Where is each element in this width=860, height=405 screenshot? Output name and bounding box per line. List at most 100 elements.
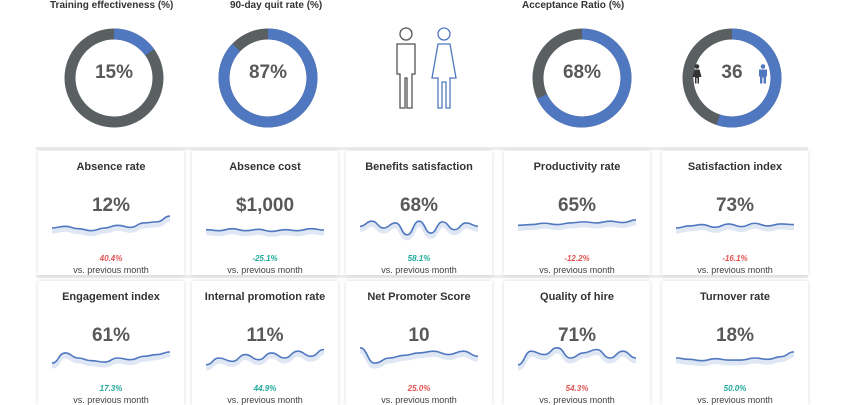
kpi-change: 25.0% <box>407 384 431 393</box>
kpi-change: 50.0% <box>723 384 747 393</box>
gauge-value: 87% <box>248 62 288 83</box>
sparkline-shadow <box>359 348 479 369</box>
kpi-value: 73% <box>715 195 755 216</box>
female-icon <box>692 64 702 84</box>
kpi-caption: vs. previous month <box>73 395 149 405</box>
kpi-title: Productivity rate <box>533 161 621 173</box>
sparkline-shadow <box>517 220 637 231</box>
kpi-caption: vs. previous month <box>539 265 615 275</box>
divider <box>36 275 808 278</box>
sparkline-path <box>675 351 795 362</box>
sparkline-path <box>51 351 171 364</box>
sparkline <box>359 347 479 369</box>
sparkline <box>517 346 637 371</box>
sparkline-shadow <box>517 348 637 371</box>
sparkline-path <box>517 346 637 366</box>
kpi-title: Absence cost <box>229 161 301 173</box>
kpi-change: -16.1% <box>722 254 748 263</box>
male-icon <box>759 64 767 84</box>
kpi-value: 10 <box>408 325 430 346</box>
kpi-change: 58.1% <box>407 254 431 263</box>
kpi-value: 11% <box>246 325 284 346</box>
gauge-value-arc <box>64 28 164 128</box>
kpi-caption: vs. previous month <box>539 395 615 405</box>
kpi-change: -25.1% <box>252 254 278 263</box>
kpi-grid: Absence rate 12% 40.4% vs. previous mont… <box>36 147 812 405</box>
male-outline-icon <box>396 27 416 109</box>
kpi-caption: vs. previous month <box>381 395 457 405</box>
kpi-title: Net Promoter Score <box>367 291 471 303</box>
sparkline-shadow <box>51 352 171 369</box>
sparkline <box>205 348 325 371</box>
kpi-value: 68% <box>399 195 439 216</box>
female-outline-icon <box>431 27 457 109</box>
sparkline-path <box>205 348 325 366</box>
kpi-card-turnover-rate: Turnover rate 18% 50.0% vs. previous mon… <box>662 281 808 405</box>
sparkline-path <box>51 215 171 232</box>
sparkline-path <box>359 347 479 364</box>
sparkline <box>517 219 637 231</box>
gauge-value-arc <box>532 28 632 128</box>
sparkline <box>51 351 171 369</box>
kpi-title: Engagement index <box>62 291 160 303</box>
kpi-value: 12% <box>91 195 131 216</box>
kpi-card-engagement-index: Engagement index 61% 17.3% vs. previous … <box>38 281 184 405</box>
donut-chart <box>532 28 632 128</box>
sparkline-shadow <box>359 221 479 241</box>
kpi-card-benefits-satisfaction: Benefits satisfaction 68% 58.1% vs. prev… <box>346 151 492 275</box>
kpi-title: Benefits satisfaction <box>365 161 473 173</box>
donut-chart <box>218 28 318 128</box>
kpi-card-satisfaction-index: Satisfaction index 73% -16.1% vs. previo… <box>662 151 808 275</box>
gauge-value-arc <box>218 28 318 128</box>
sparkline-shadow <box>675 352 795 367</box>
kpi-title: Turnover rate <box>699 291 771 303</box>
gauge-value: 15% <box>94 62 134 83</box>
kpi-card-absence-cost: Absence cost $1,000 -25.1% vs. previous … <box>192 151 338 275</box>
sparkline-path <box>517 219 637 227</box>
sparkline-path <box>675 222 795 229</box>
gauge-value-arc <box>682 28 782 128</box>
gauge-title: Training effectiveness (%) <box>50 0 174 11</box>
kpi-card-internal-promotion-rate: Internal promotion rate 11% 44.9% vs. pr… <box>192 281 338 405</box>
kpi-card-absence-rate: Absence rate 12% 40.4% vs. previous mont… <box>38 151 184 275</box>
kpi-title: Satisfaction index <box>687 161 783 173</box>
sparkline-shadow <box>51 216 171 237</box>
kpi-value: $1,000 <box>235 195 295 216</box>
kpi-card-net-promoter-score: Net Promoter Score 10 25.0% vs. previous… <box>346 281 492 405</box>
kpi-caption: vs. previous month <box>697 395 773 405</box>
kpi-change: -12.2% <box>564 254 590 263</box>
kpi-change: 54.3% <box>565 384 589 393</box>
kpi-change: 44.9% <box>253 384 277 393</box>
kpi-title: Quality of hire <box>540 291 614 303</box>
kpi-caption: vs. previous month <box>73 265 149 275</box>
gender-ratio-gauge: 36 <box>670 0 810 140</box>
sparkline <box>675 351 795 367</box>
gauge-value: 36 <box>721 62 743 83</box>
kpi-card-quality-of-hire: Quality of hire 71% 54.3% vs. previous m… <box>504 281 650 405</box>
kpi-caption: vs. previous month <box>227 265 303 275</box>
donut-chart <box>64 28 164 128</box>
gauge-value: 68% <box>562 62 602 83</box>
kpi-change: 17.3% <box>99 384 123 393</box>
divider <box>36 147 808 150</box>
kpi-caption: vs. previous month <box>227 395 303 405</box>
donut-chart <box>682 28 782 128</box>
sparkline-path <box>359 220 479 236</box>
kpi-card-productivity-rate: Productivity rate 65% -12.2% vs. previou… <box>504 151 650 275</box>
training-effectiveness-gauge: Training effectiveness (%) 15% <box>44 0 184 140</box>
sparkline-shadow <box>205 229 325 237</box>
sparkline <box>359 220 479 241</box>
kpi-title: Internal promotion rate <box>204 291 326 303</box>
sparkline <box>205 227 325 237</box>
acceptance-ratio-gauge: Acceptance Ratio (%) 68% <box>496 0 646 140</box>
sparkline-path <box>205 227 325 233</box>
gauge-title: Acceptance Ratio (%) <box>522 0 625 11</box>
people-illustration <box>386 26 466 112</box>
gauge-title: 90-day quit rate (%) <box>230 0 323 11</box>
kpi-value: 61% <box>91 325 131 346</box>
kpi-value: 65% <box>557 195 597 216</box>
sparkline-shadow <box>205 350 325 371</box>
kpi-change: 40.4% <box>99 254 123 263</box>
kpi-caption: vs. previous month <box>381 265 457 275</box>
sparkline <box>675 222 795 234</box>
